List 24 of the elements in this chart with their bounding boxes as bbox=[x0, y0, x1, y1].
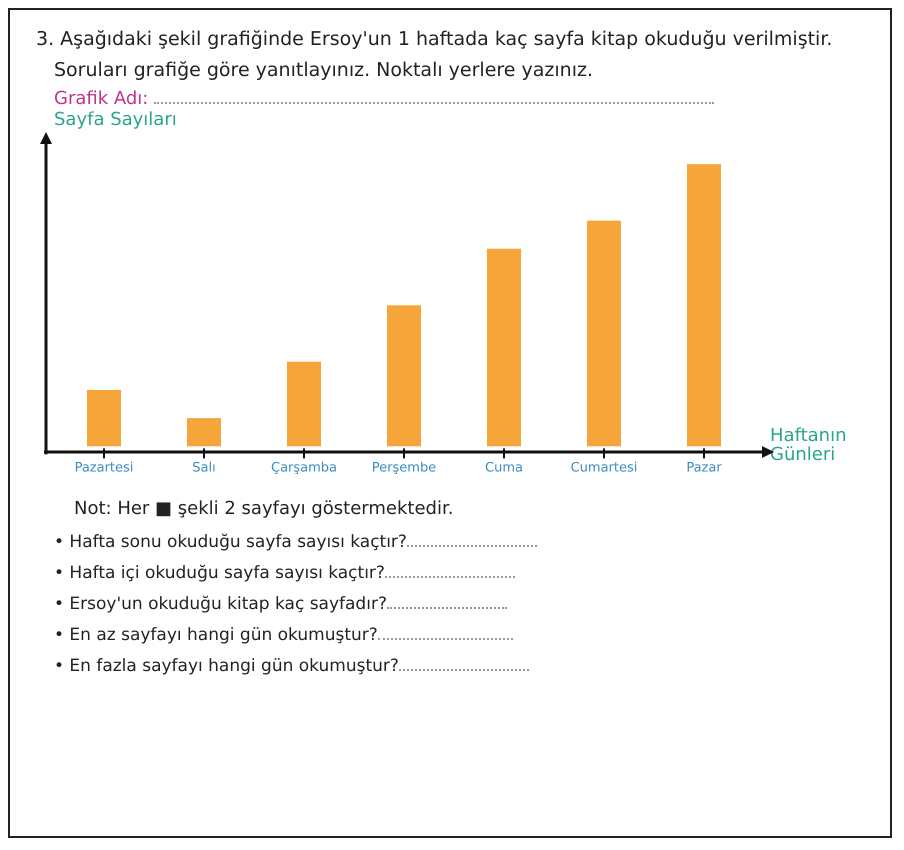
bar bbox=[187, 418, 221, 446]
x-tick-label: Perşembe bbox=[372, 460, 436, 476]
text: Grafik Adı: bbox=[54, 88, 150, 109]
bar bbox=[587, 220, 621, 446]
x-tick-label: Pazartesi bbox=[74, 460, 134, 476]
bar bbox=[87, 390, 121, 446]
text: • Hafta sonu okuduğu sayfa sayısı kaçtır? bbox=[54, 531, 408, 554]
bar bbox=[687, 164, 721, 446]
x-tick-label: Salı bbox=[192, 460, 216, 476]
x-tick-label: Pazar bbox=[686, 460, 722, 476]
x-tick-label: Çarşamba bbox=[270, 460, 338, 476]
x-axis-title: Haftanın Günleri bbox=[770, 425, 848, 465]
x-tick-label: Cumartesi bbox=[570, 460, 638, 476]
text: • En fazla sayfayı hangi gün okumuştur? bbox=[54, 655, 400, 678]
x-tick-label: Cuma bbox=[485, 460, 523, 476]
bar bbox=[287, 362, 321, 446]
text: Not: Her ■ şekli 2 sayfayı göstermektedir. bbox=[74, 498, 454, 519]
text: • Ersoy'un okuduğu kitap kaç sayfadır? bbox=[54, 593, 388, 616]
text: • En az sayfayı hangi gün okumuştur? bbox=[54, 624, 379, 647]
bar bbox=[387, 305, 421, 446]
y-axis-title: Sayfa Sayıları bbox=[54, 109, 178, 130]
chart-title: 3. Aşağıdaki şekil grafiğinde Ersoy'un 1 haftada kaç sayfa kitap okuduğu verilmiştir. Soruları grafiğe göre yanıtlayınız. Noktalı yerlere yazınız. bbox=[36, 27, 834, 83]
bar bbox=[487, 248, 521, 446]
text: • Hafta içi okuduğu sayfa sayısı kaçtır? bbox=[54, 562, 386, 585]
